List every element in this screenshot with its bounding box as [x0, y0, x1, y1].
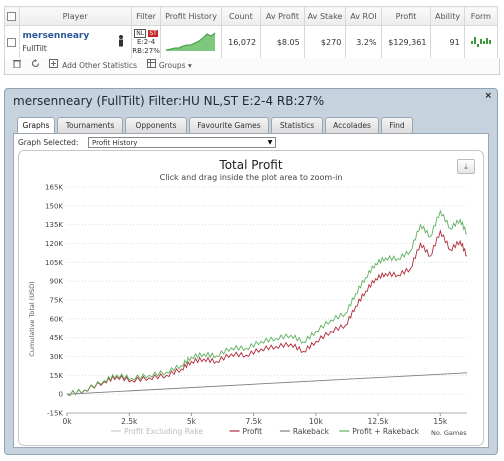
y-tick-label: 165K [45, 184, 63, 192]
y-tick-label: 90K [50, 278, 64, 286]
groups-icon[interactable] [147, 58, 157, 74]
player-cell: mersenneary FullTilt [18, 25, 132, 59]
sparkline-chart [165, 32, 216, 51]
stats-table: Player Filter Profit History Count Av Pr… [4, 6, 499, 59]
filter-st-badge: ST [148, 29, 158, 37]
table-row[interactable]: mersenneary FullTilt NL ST E:2-4 RB:27% … [4, 25, 499, 59]
header-av-stake[interactable]: Av Stake [303, 6, 347, 26]
x-tick-label: 7.5k [246, 417, 263, 426]
groups-label: Groups [158, 61, 186, 70]
av-stake-value: $270 [303, 25, 347, 59]
y-tick-label: 135K [45, 221, 63, 229]
tab-accolades[interactable]: Accolades [325, 117, 379, 133]
header-filter[interactable]: Filter [130, 6, 162, 26]
add-stats-icon[interactable] [48, 58, 58, 74]
filter-stakes: E:2-4 [136, 38, 156, 47]
graph-select-value: Profit History [92, 139, 138, 147]
table-header-row: Player Filter Profit History Count Av Pr… [4, 6, 499, 26]
y-tick-label: 45K [50, 334, 64, 342]
person-icon[interactable] [118, 35, 124, 47]
series-line-profit [66, 229, 468, 397]
dialog-title: mersenneary (FullTilt) Filter:HU NL,ST E… [13, 94, 325, 108]
header-ability[interactable]: Ability [430, 6, 465, 26]
av-roi-value: 3.2% [345, 25, 382, 59]
x-axis-label: No. Games [431, 429, 467, 437]
tab-favourite-games[interactable]: Favourite Games [189, 117, 269, 133]
header-profit[interactable]: Profit [380, 6, 432, 26]
tab-opponents[interactable]: Opponents [125, 117, 187, 133]
chevron-down-icon: ▾ [187, 61, 192, 70]
x-tick-label: 2.5k [121, 417, 138, 426]
chart-container[interactable]: Total Profit Click and drag inside the p… [18, 150, 484, 446]
series-line-profit-rakeback [66, 209, 468, 397]
filter-cell: NL ST E:2-4 RB:27% [130, 25, 162, 59]
av-profit-value: $8.05 [260, 25, 305, 59]
y-tick-label: 15K [50, 372, 64, 380]
chart-title: Total Profit [218, 158, 282, 172]
player-site: FullTilt [22, 44, 47, 53]
tab-graphs[interactable]: Graphs [17, 117, 55, 134]
y-tick-label: 30K [50, 353, 64, 361]
groups-dropdown[interactable]: Groups ▾ [159, 58, 192, 74]
table-footer-bar: Add Other Statistics Groups ▾ [4, 58, 500, 75]
tab-statistics[interactable]: Statistics [271, 117, 323, 133]
graph-selected-label: Graph Selected: [18, 138, 79, 147]
row-checkbox[interactable] [4, 25, 20, 59]
x-tick-label: 12.5k [368, 417, 390, 426]
trash-icon[interactable] [13, 58, 21, 74]
x-tick-label: 10k [309, 417, 324, 426]
y-tick-label: -15K [47, 410, 63, 418]
form-cell [463, 25, 499, 59]
add-stats-link[interactable]: Add Other Statistics [62, 61, 138, 70]
count-value: 16,072 [220, 25, 262, 59]
player-graph-dialog: mersenneary (FullTilt) Filter:HU NL,ST E… [4, 88, 498, 455]
y-tick-label: 105K [45, 259, 63, 267]
select-all-checkbox[interactable] [4, 6, 20, 26]
chart-series [66, 209, 468, 397]
y-tick-label: 150K [45, 202, 63, 210]
filter-nl-badge: NL [134, 28, 147, 38]
chart-subtitle: Click and drag inside the plot area to z… [160, 173, 343, 182]
form-bars-icon [470, 37, 491, 47]
chart-axes: -15K 0 15K 30K 45K 60K 75K 90K 105K 120K 135K 150K 1… [45, 184, 467, 426]
tab-tournaments[interactable]: Tournaments [57, 117, 123, 133]
x-tick-label: 15k [433, 417, 448, 426]
legend-item[interactable]: Rakeback [293, 427, 330, 436]
y-axis-label: Cumulative Total (USD) [28, 281, 36, 356]
series-line-rakeback [66, 372, 468, 395]
header-profit-history[interactable]: Profit History [160, 6, 222, 26]
close-icon[interactable]: × [484, 91, 492, 101]
player-name-link[interactable]: mersenneary [22, 31, 90, 41]
legend-item[interactable]: Profit Excluding Rake [124, 427, 203, 436]
filter-rakeback: RB:27% [132, 46, 160, 55]
tab-find[interactable]: Find [381, 117, 413, 133]
refresh-icon[interactable] [31, 58, 40, 74]
y-tick-label: 60K [50, 315, 64, 323]
y-tick-label: 0 [59, 391, 63, 399]
header-av-roi[interactable]: Av ROI [345, 6, 382, 26]
chevron-down-icon: ▼ [267, 139, 273, 146]
profit-history-sparkline[interactable] [160, 25, 222, 59]
y-tick-label: 120K [45, 240, 63, 248]
chart-grid [67, 186, 467, 414]
ability-value: 91 [430, 25, 465, 59]
y-tick-label: 75K [50, 297, 64, 305]
graph-select-dropdown[interactable]: Profit History ▼ [88, 137, 276, 148]
header-player[interactable]: Player [18, 6, 132, 26]
graphs-panel: Graph Selected: Profit History ▼ Total P… [13, 133, 489, 448]
header-av-profit[interactable]: Av Profit [260, 6, 305, 26]
download-icon[interactable]: ⤓ [457, 159, 475, 174]
profit-value: $129,361 [380, 25, 432, 59]
legend-item[interactable]: Profit [243, 427, 263, 436]
header-count[interactable]: Count [220, 6, 262, 26]
x-tick-label: 5k [187, 417, 197, 426]
chart-legend: Profit Excluding Rake Profit Rakeback Profi… [111, 427, 420, 436]
x-tick-label: 0k [62, 417, 72, 426]
legend-item[interactable]: Profit + Rakeback [352, 427, 419, 436]
header-form[interactable]: Form [463, 6, 499, 26]
profit-chart[interactable]: Total Profit Click and drag inside the p… [19, 151, 483, 445]
